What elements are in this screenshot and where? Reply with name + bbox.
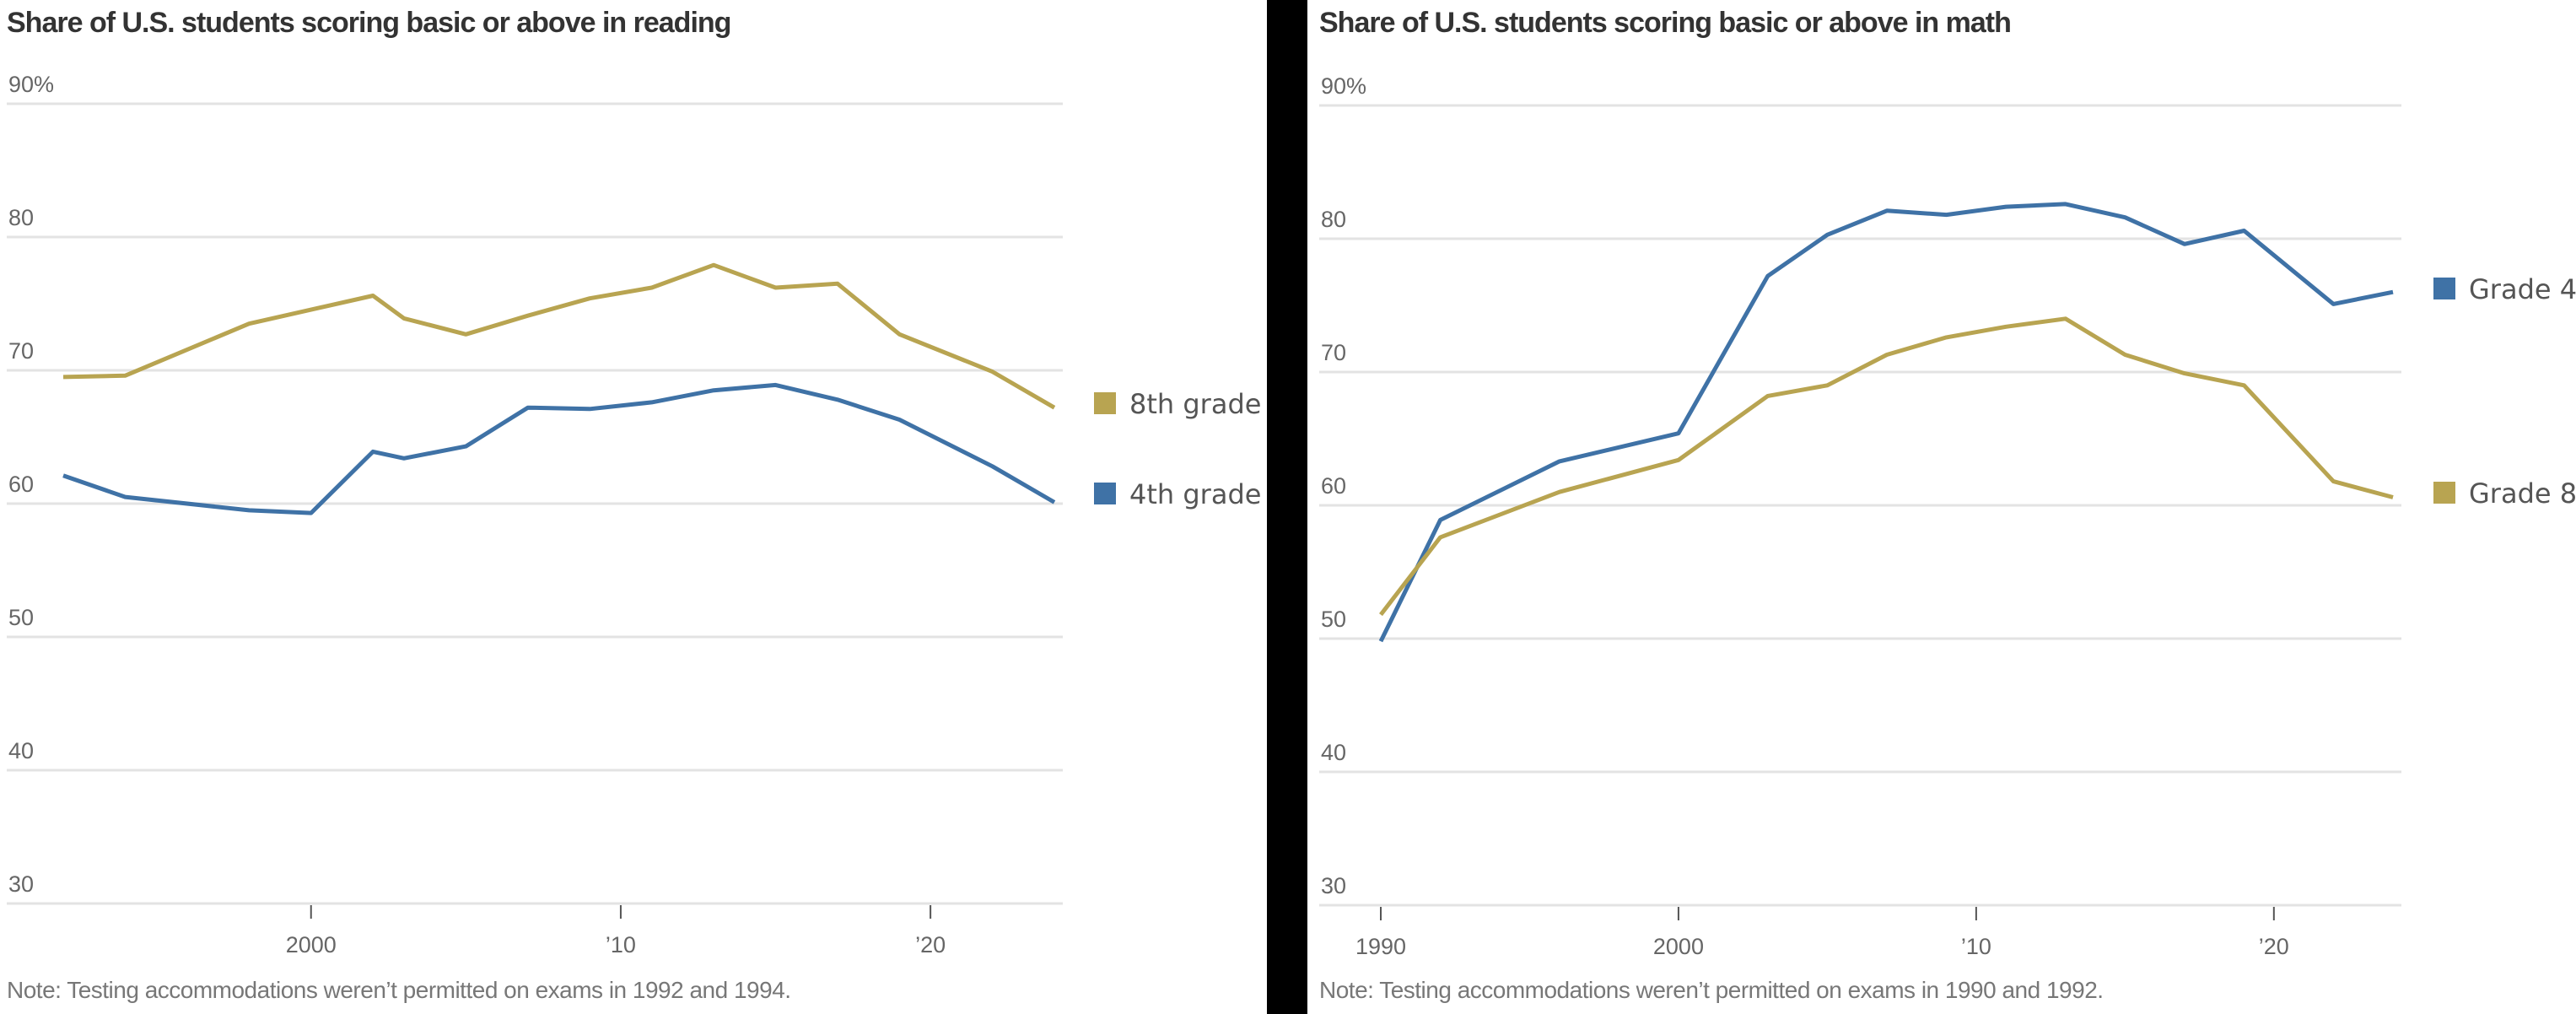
math-y-tick-label: 60 — [1321, 473, 1346, 499]
math-y-tick-label: 50 — [1321, 607, 1346, 632]
reading-chart-note: Note: Testing accommodations weren’t per… — [7, 977, 791, 1003]
reading-y-tick-label: 30 — [8, 871, 34, 897]
math-y-tick-label: 90% — [1321, 73, 1366, 99]
reading-chart-svg: 90% 80 70 60 50 40 30 2000 ’10 ’20 8th grade 4th gr… — [7, 72, 1261, 957]
reading-y-tick-label: 40 — [8, 738, 34, 763]
reading-legend-label: 8th grade — [1129, 388, 1261, 420]
reading-y-tick-label: 70 — [8, 338, 34, 364]
reading-y-tick-label: 60 — [8, 472, 34, 497]
math-chart-title: Share of U.S. students scoring basic or … — [1319, 7, 2012, 39]
math-y-tick-label: 70 — [1321, 340, 1346, 365]
reading-y-tick-label: 90% — [8, 72, 54, 97]
reading-x-tick-label: ’10 — [606, 932, 636, 957]
math-y-tick-label: 80 — [1321, 207, 1346, 232]
math-x-tick-label: 2000 — [1653, 934, 1704, 959]
math-series-line-grade-8 — [1379, 316, 2394, 617]
reading-x-tick-label: ’20 — [915, 932, 946, 957]
math-series-line-grade-4 — [1378, 202, 2394, 643]
math-x-tick-label: ’20 — [2259, 934, 2289, 959]
reading-series-line-4th-grade — [62, 382, 1056, 515]
reading-y-tick-label: 80 — [8, 205, 34, 230]
math-x-tick-label: ’10 — [1961, 934, 1991, 959]
math-x-tick-label: 1990 — [1355, 934, 1406, 959]
reading-y-tick-label: 50 — [8, 605, 34, 630]
math-chart-note: Note: Testing accommodations weren’t per… — [1319, 977, 2104, 1003]
panel-divider — [1267, 0, 1307, 1014]
math-chart-panel: Share of U.S. students scoring basic or … — [1307, 0, 2576, 1014]
math-legend-label: Grade 4 — [2469, 273, 2576, 305]
reading-legend-swatch — [1094, 483, 1116, 504]
math-y-tick-label: 40 — [1321, 740, 1346, 765]
reading-legend-swatch — [1094, 392, 1116, 414]
reading-chart-title: Share of U.S. students scoring basic or … — [7, 7, 731, 39]
reading-chart-panel: Share of U.S. students scoring basic or … — [0, 0, 1267, 1014]
reading-x-tick-label: 2000 — [286, 932, 337, 957]
math-legend-swatch — [2433, 278, 2455, 299]
reading-series-line-8th-grade — [62, 262, 1056, 410]
math-legend-label: Grade 8 — [2469, 477, 2576, 510]
math-y-tick-label: 30 — [1321, 873, 1346, 898]
math-chart-svg: 90% 80 70 60 50 40 30 1990 2000 ’10 ’20 Grade 4 Grad… — [1319, 73, 2576, 959]
math-legend-swatch — [2433, 482, 2455, 504]
reading-legend-label: 4th grade — [1129, 478, 1261, 510]
